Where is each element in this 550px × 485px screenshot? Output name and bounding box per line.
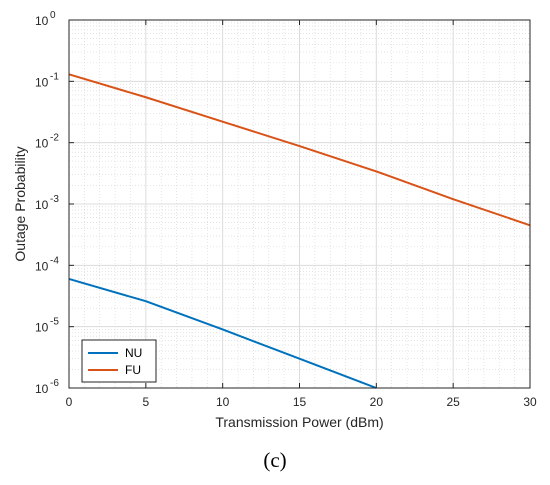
x-tick-label: 15 bbox=[293, 395, 307, 409]
x-tick-label: 5 bbox=[142, 395, 149, 409]
y-axis-label: Outage Probability bbox=[12, 146, 28, 261]
y-tick-label: 10 -4 bbox=[35, 255, 59, 273]
y-tick-exponent: 0 bbox=[50, 10, 56, 21]
legend: NU FU bbox=[81, 339, 157, 383]
y-tick-label: 10 -6 bbox=[35, 378, 59, 396]
x-axis-label: Transmission Power (dBm) bbox=[215, 414, 383, 430]
legend-label-nu: NU bbox=[125, 346, 142, 360]
x-tick-label: 20 bbox=[370, 395, 384, 409]
legend-box bbox=[81, 339, 157, 383]
y-tick-base: 10 bbox=[35, 382, 49, 396]
x-tick-label: 0 bbox=[66, 395, 73, 409]
y-tick-base: 10 bbox=[35, 259, 49, 273]
legend-label-fu: FU bbox=[125, 363, 141, 377]
y-tick-exponent: -3 bbox=[50, 194, 59, 205]
y-tick-label: 10 -1 bbox=[35, 71, 59, 89]
y-tick-exponent: -4 bbox=[50, 255, 59, 266]
series-line-fu bbox=[68, 73, 531, 227]
y-tick-exponent: -6 bbox=[50, 378, 59, 389]
series-layer bbox=[68, 73, 531, 389]
x-tick-label: 25 bbox=[446, 395, 460, 409]
y-tick-label: 10 -2 bbox=[35, 133, 59, 151]
y-tick-base: 10 bbox=[35, 75, 49, 89]
x-tick-label: 30 bbox=[523, 395, 537, 409]
y-tick-label: 10 0 bbox=[35, 10, 56, 28]
y-tick-base: 10 bbox=[35, 137, 49, 151]
y-tick-exponent: -1 bbox=[50, 71, 59, 82]
series-line-nu bbox=[68, 277, 377, 389]
y-tick-base: 10 bbox=[35, 321, 49, 335]
y-tick-label: 10 -3 bbox=[35, 194, 59, 212]
x-tick-label: 10 bbox=[216, 395, 230, 409]
y-tick-exponent: -5 bbox=[50, 317, 59, 328]
y-tick-base: 10 bbox=[35, 14, 49, 28]
y-tick-exponent: -2 bbox=[50, 133, 59, 144]
figure-caption: (c) bbox=[263, 448, 286, 472]
y-tick-base: 10 bbox=[35, 198, 49, 212]
y-tick-label: 10 -5 bbox=[35, 317, 59, 335]
